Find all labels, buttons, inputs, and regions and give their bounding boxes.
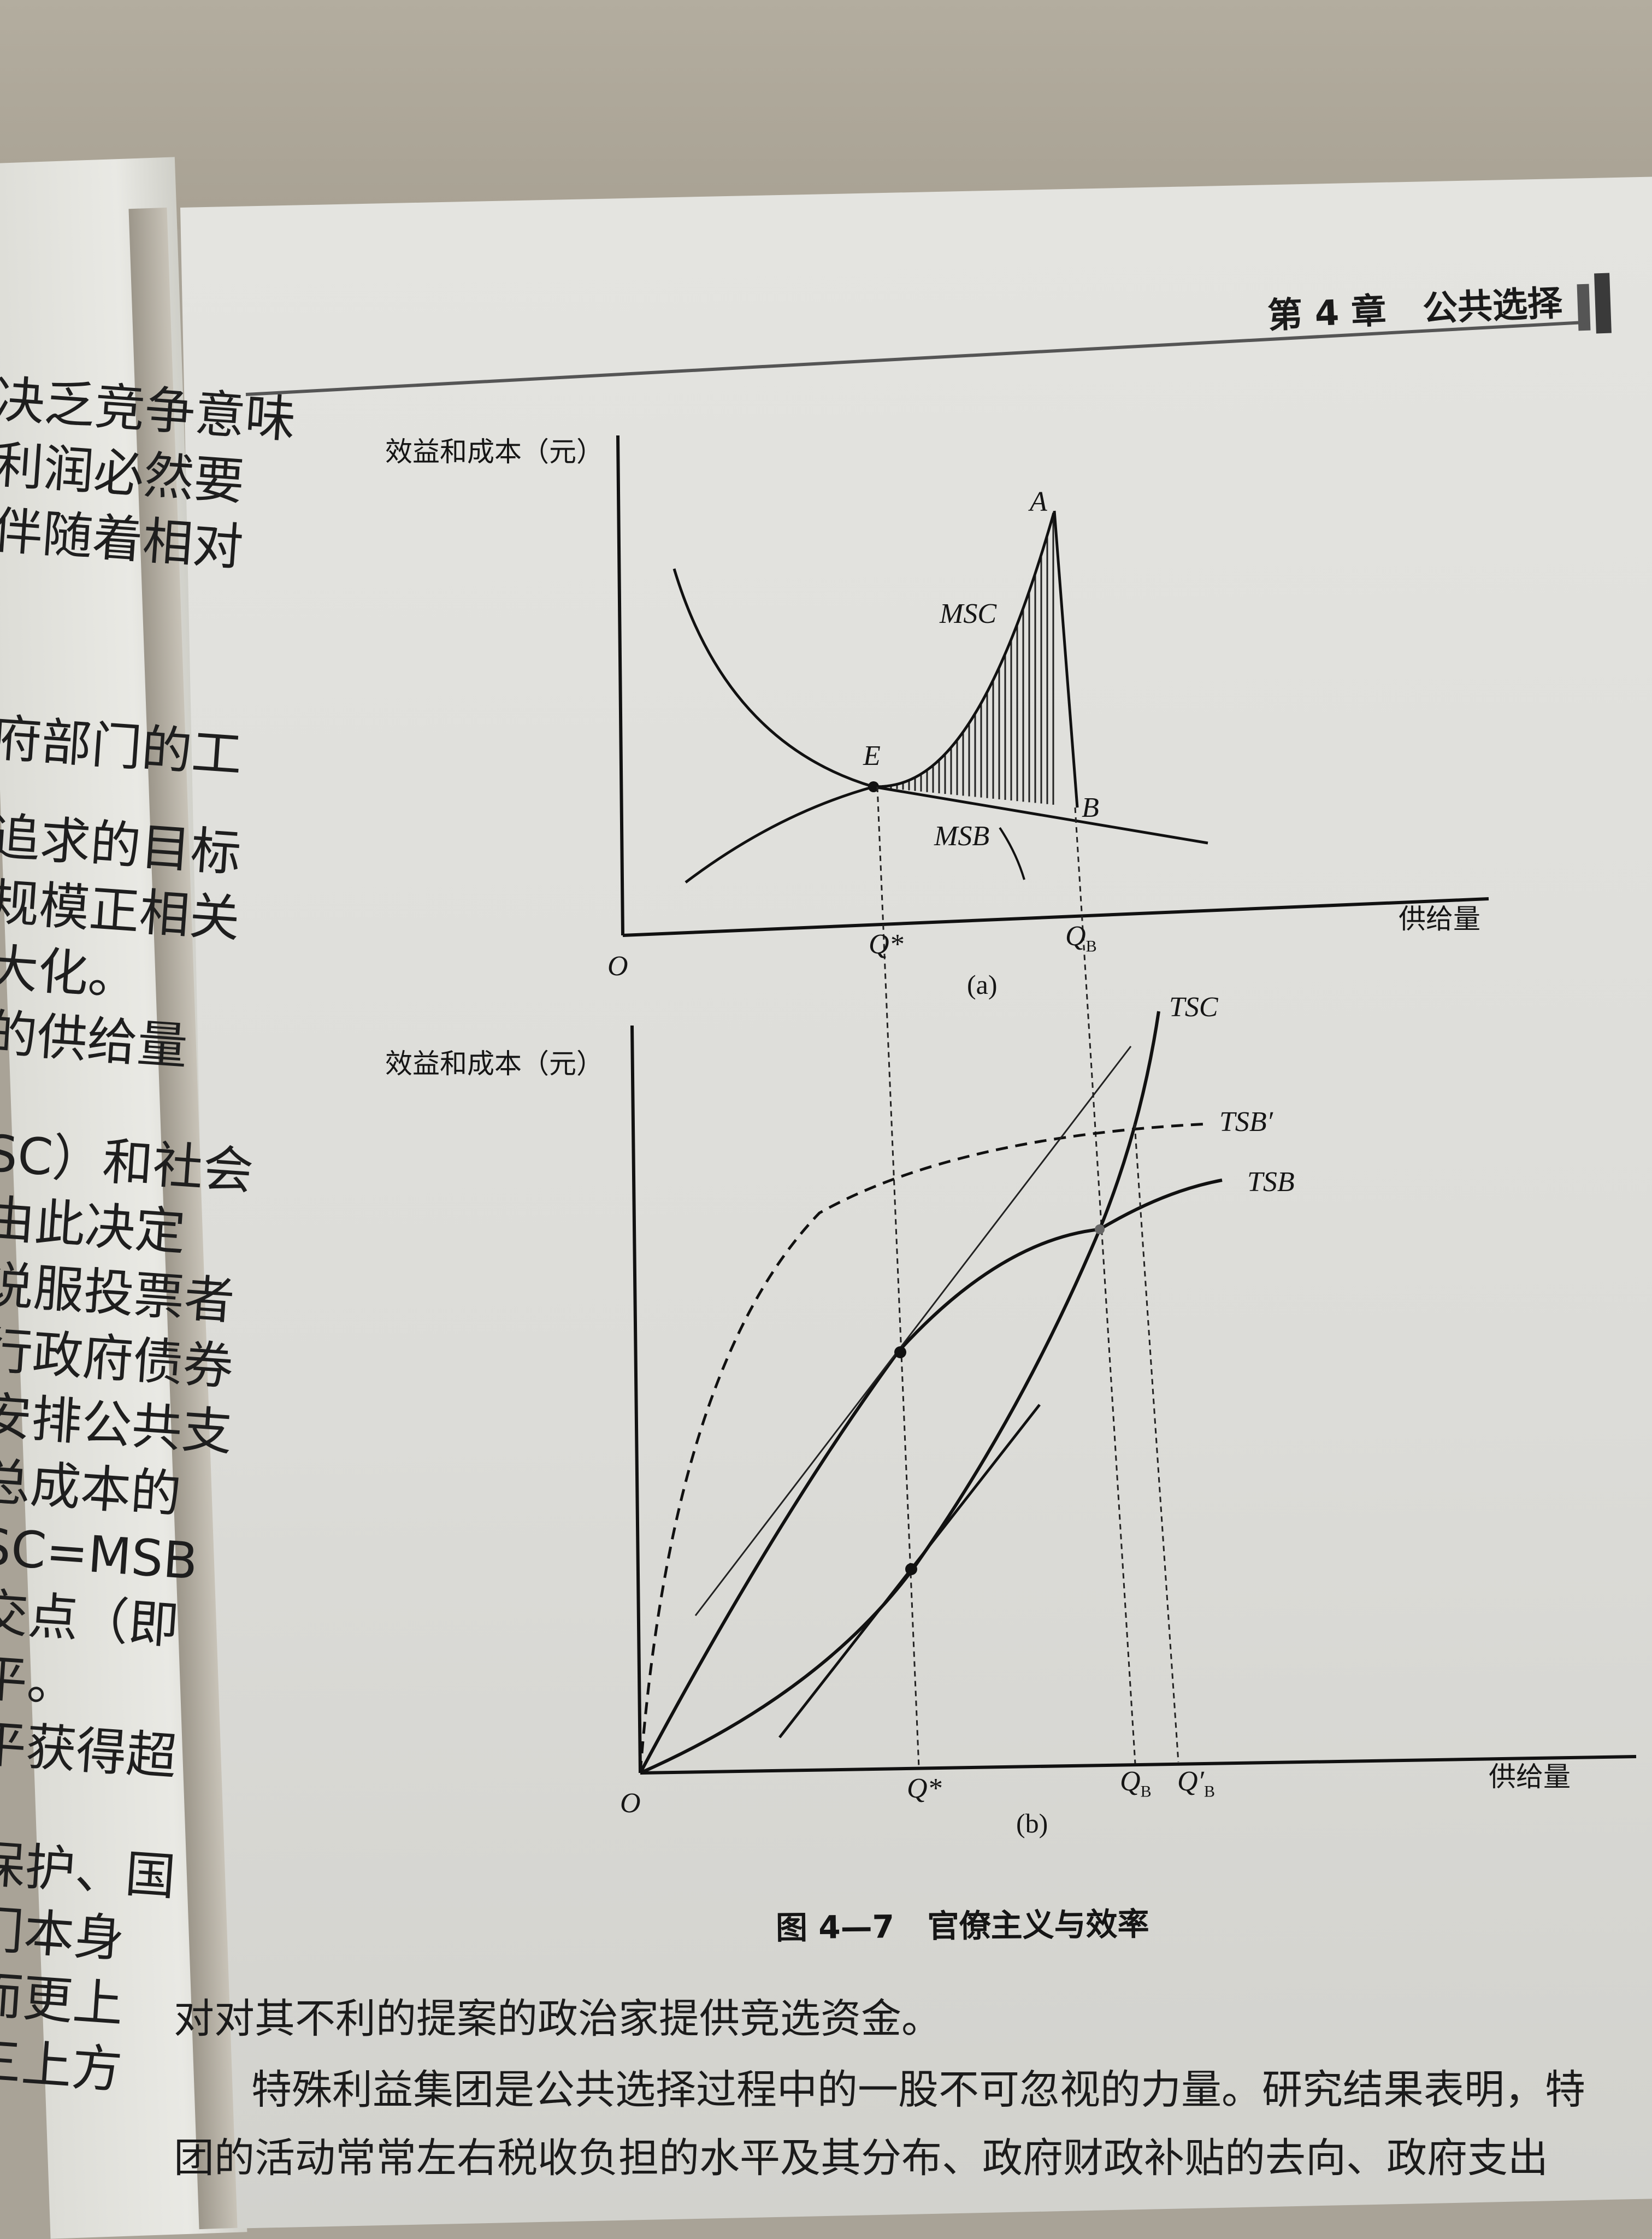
body-line-2: 特殊利益集团是公共选择过程中的一股不可忽视的力量。研究结果表明，特: [251, 2066, 1585, 2113]
fig-a-y-axis-label: 效益和成本（元）: [385, 436, 604, 468]
fig-b-q-b-prime-tick: Q′B: [1177, 1766, 1215, 1800]
fig-a-msb-curve: [672, 568, 1208, 845]
fig-b-y-axis: [630, 1025, 642, 1773]
fig-a-point-e: [868, 781, 879, 792]
q-star-dashed-line: [876, 786, 920, 1768]
fig-b-tsb-curve: [639, 1179, 1223, 1774]
fig-b-origin-label: O: [620, 1788, 641, 1819]
caption-title: 官僚主义与效率: [927, 1905, 1149, 1945]
fig-b-tsc-curve: [639, 1011, 1160, 1775]
fig-a-origin-label: O: [607, 951, 628, 982]
fig-b-x-axis-label: 供给量: [1489, 1761, 1571, 1793]
fig-a-msc-label: MSC: [940, 598, 996, 629]
q-b-prime-dashed-line: [1134, 1123, 1179, 1763]
fig-a-q-star-tick: Q*: [869, 929, 904, 960]
body-line-3: 团的活动常常左右税收负担的水平及其分布、政府财政补贴的去向、政府支出: [174, 2135, 1548, 2182]
fig-b-q-star-tick: Q*: [907, 1773, 942, 1804]
header-rule: [245, 321, 1585, 396]
q-prime-label: Q′: [1177, 1766, 1204, 1797]
q-subscript: B: [1140, 1782, 1152, 1801]
fig-b-q-b-tick: QB: [1120, 1766, 1152, 1800]
fig-a-x-axis-label: 供给量: [1399, 903, 1480, 935]
q-b-dashed-line: [1074, 807, 1136, 1764]
fig-b-tsb-prime-curve: [639, 1122, 1208, 1773]
figure-caption: 图 4—7 官僚主义与效率: [776, 1898, 1149, 1948]
fig-b-point-intersection: [1095, 1224, 1105, 1234]
fig-a-vertical-at-qb: [1053, 510, 1079, 808]
fig-b-x-axis: [640, 1755, 1637, 1775]
fig-a-y-axis: [616, 435, 624, 936]
fig-b-tangent-at-tsb: [694, 1046, 1132, 1616]
fig-b-tsb-label: TSB: [1247, 1166, 1295, 1198]
fig-a-hatched-area: [878, 514, 1054, 805]
body-line-1: 对对其不利的提案的政治家提供竞选资金。: [174, 1995, 942, 2042]
fig-a-msb-pointer: [999, 827, 1025, 880]
q-subscript: B: [1203, 1782, 1215, 1801]
fig-a-panel-label: (a): [967, 969, 998, 1000]
fig-a-point-e-label: E: [863, 740, 881, 771]
caption-number: 图 4—7: [775, 1908, 895, 1947]
fig-a-x-axis: [622, 897, 1489, 937]
fig-b-tsb-prime-label: TSB′: [1219, 1106, 1273, 1138]
fig-a-msb-label: MSB: [934, 821, 990, 852]
fig-b-panel-label: (b): [1016, 1808, 1048, 1839]
q-label: Q: [1065, 921, 1086, 952]
q-subscript: B: [1085, 937, 1097, 956]
fig-a-q-b-tick: QB: [1065, 921, 1097, 955]
fig-a-point-b-label: B: [1082, 792, 1099, 823]
fig-b-point-tsb-at-qstar: [894, 1346, 906, 1358]
fig-b-point-tsc-at-qstar: [905, 1563, 917, 1575]
fig-b-tsc-label: TSC: [1169, 992, 1218, 1023]
q-label: Q: [1120, 1766, 1141, 1797]
fig-b-y-axis-label: 效益和成本（元）: [385, 1048, 604, 1080]
fig-a-msc-curve: [685, 512, 1055, 883]
fig-a-point-a-label: A: [1030, 486, 1047, 517]
